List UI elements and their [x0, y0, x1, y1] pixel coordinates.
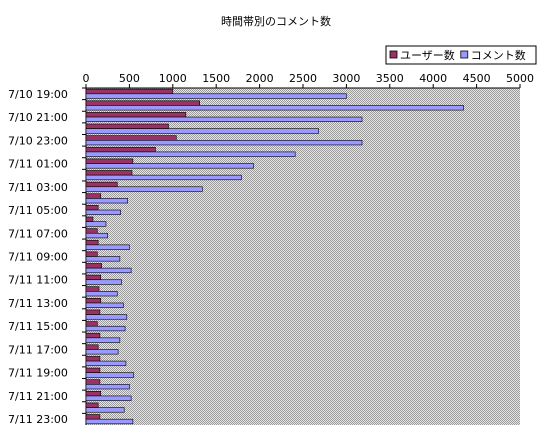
legend-swatch: [389, 50, 398, 59]
y-tick-label: 7/11 13:00: [8, 297, 68, 310]
bar: [85, 332, 101, 339]
x-tick-label: 1000: [159, 72, 187, 85]
bar: [85, 232, 109, 239]
bar: [85, 267, 132, 274]
bar: [85, 146, 156, 153]
y-tick-label: 7/11 11:00: [8, 274, 68, 287]
bar: [85, 139, 363, 146]
y-tick-label: 7/11 15:00: [8, 320, 68, 333]
y-tick-label: 7/11 19:00: [8, 367, 68, 380]
bar: [85, 123, 169, 129]
bar: [85, 384, 130, 390]
bar: [85, 298, 102, 304]
bar: [85, 274, 102, 281]
bar: [85, 244, 130, 250]
y-tick-label: 7/11 23:00: [8, 413, 68, 426]
x-tick-label: 4500: [463, 72, 491, 85]
bar: [85, 360, 127, 367]
bar: [85, 263, 102, 269]
bar: [85, 174, 242, 181]
y-tick-label: 7/11 03:00: [8, 181, 68, 194]
bar: [85, 279, 122, 285]
bar: [85, 314, 128, 320]
bar: [85, 116, 363, 123]
bar: [85, 302, 124, 308]
y-tick-label: 7/11 09:00: [8, 251, 68, 264]
bar: [85, 291, 118, 297]
y-tick-label: 7/10 19:00: [8, 88, 68, 101]
bar: [85, 402, 99, 408]
bar: [85, 395, 132, 401]
bar: [85, 158, 134, 164]
bar: [85, 205, 99, 211]
bar: [85, 356, 101, 362]
bar: [85, 325, 126, 332]
bar: [85, 418, 134, 425]
y-tick-label: 7/10 23:00: [8, 134, 68, 147]
bar: [85, 100, 201, 106]
bar: [85, 228, 98, 234]
bar: [85, 93, 347, 99]
bar: [85, 367, 101, 374]
bar: [85, 216, 94, 222]
bar: [85, 286, 100, 292]
bar: [85, 337, 121, 343]
bar: [85, 390, 102, 397]
bar: [85, 193, 102, 199]
x-tick-label: 2000: [246, 72, 274, 85]
x-tick-label: 0: [83, 72, 90, 85]
bar: [85, 198, 128, 204]
x-tick-label: 3500: [376, 72, 404, 85]
bar: [85, 209, 122, 215]
bar: [85, 170, 133, 176]
x-tick-label: 3000: [332, 72, 360, 85]
legend-label: ユーザー数: [400, 49, 455, 62]
y-tick-label: 7/11 05:00: [8, 204, 68, 217]
chart-title: 時間帯別のコメント数: [221, 15, 331, 28]
bar: [85, 349, 119, 355]
bar: [85, 88, 174, 95]
y-tick-label: 7/11 21:00: [8, 390, 68, 403]
bar: [85, 128, 319, 134]
x-tick-label: 2500: [289, 72, 317, 85]
bar: [85, 151, 296, 157]
bar: [85, 186, 203, 192]
bar: [85, 181, 118, 188]
x-tick-label: 1500: [202, 72, 230, 85]
bar: [85, 414, 101, 420]
x-tick-label: 4000: [419, 72, 447, 85]
y-tick-label: 7/10 21:00: [8, 111, 68, 124]
bar: [85, 112, 187, 118]
bar: [85, 135, 177, 141]
y-tick-label: 7/11 07:00: [8, 227, 68, 240]
y-tick-label: 7/11 17:00: [8, 343, 68, 356]
y-tick-label: 7/11 01:00: [8, 158, 68, 171]
bar: [85, 256, 121, 262]
x-tick-label: 500: [119, 72, 140, 85]
bar: [85, 239, 99, 246]
bar: [85, 163, 254, 169]
x-tick-label: 5000: [506, 72, 534, 85]
bar: [85, 379, 101, 385]
bar: [85, 407, 125, 413]
bar: [85, 105, 464, 111]
legend-swatch: [460, 50, 469, 59]
bar: [85, 372, 135, 378]
bar: [85, 344, 99, 350]
bar: [85, 221, 107, 227]
bar: [85, 251, 98, 257]
bar: [85, 309, 101, 315]
bar: [85, 321, 98, 327]
legend-label: コメント数: [471, 49, 526, 62]
